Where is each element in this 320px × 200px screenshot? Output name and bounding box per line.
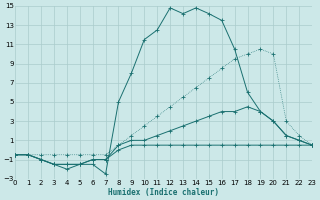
- X-axis label: Humidex (Indice chaleur): Humidex (Indice chaleur): [108, 188, 219, 197]
